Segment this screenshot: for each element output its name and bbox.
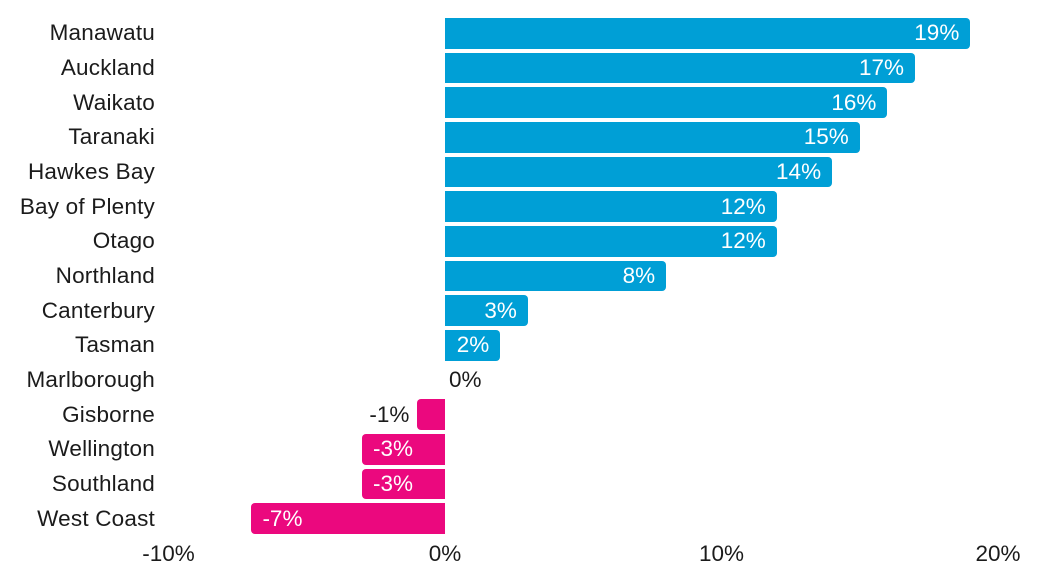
chart-row: Gisborne -1% bbox=[0, 397, 1042, 432]
bar-value-label: 19% bbox=[914, 20, 960, 46]
positive-bar: 8% bbox=[445, 260, 667, 292]
x-axis-tick-label: 0% bbox=[428, 541, 462, 566]
x-axis-tick-label: 20% bbox=[975, 541, 1021, 566]
bar-value-label: 12% bbox=[720, 228, 766, 254]
category-label: Southland bbox=[51, 471, 155, 497]
positive-bar: 2% bbox=[445, 330, 501, 361]
chart-row: Auckland 17% bbox=[0, 51, 1042, 86]
category-label: Manawatu bbox=[49, 20, 155, 46]
bar-value-label: 15% bbox=[803, 124, 849, 150]
chart-row: Canterbury 3% bbox=[0, 293, 1042, 328]
chart-row: Wellington -3% bbox=[0, 432, 1042, 467]
bar-value-label: 0% bbox=[449, 367, 482, 393]
chart-row: Bay of Plenty 12% bbox=[0, 189, 1042, 224]
bar-value-label: 2% bbox=[456, 332, 490, 358]
chart-row: Northland 8% bbox=[0, 259, 1042, 294]
chart-row: Tasman 2% bbox=[0, 328, 1042, 363]
category-label: Waikato bbox=[73, 89, 155, 115]
chart-row: Hawkes Bay 14% bbox=[0, 155, 1042, 190]
category-label: West Coast bbox=[37, 505, 155, 531]
negative-bar: -3% bbox=[362, 434, 445, 465]
category-label: Northland bbox=[55, 263, 155, 289]
x-axis: -10% 0% 10% 20% bbox=[0, 541, 1042, 575]
category-label: Marlborough bbox=[26, 367, 155, 393]
category-label: Otago bbox=[92, 228, 155, 254]
bar-value-label: -1% bbox=[369, 401, 410, 427]
positive-bar: 19% bbox=[445, 18, 971, 49]
category-label: Tasman bbox=[75, 332, 155, 358]
positive-bar: 3% bbox=[445, 295, 528, 326]
positive-bar: 16% bbox=[445, 87, 888, 118]
chart-rows: Manawatu 19% Auckland 17% Waikato 16% Taranaki… bbox=[0, 16, 1042, 536]
positive-bar: 14% bbox=[445, 156, 833, 188]
bar-value-label: 12% bbox=[720, 193, 766, 219]
category-label: Wellington bbox=[48, 436, 155, 462]
chart-row: West Coast -7% bbox=[0, 501, 1042, 536]
negative-bar: -3% bbox=[362, 468, 445, 500]
chart-row: Manawatu 19% bbox=[0, 16, 1042, 51]
chart-row: Otago 12% bbox=[0, 224, 1042, 259]
bar-value-label: 14% bbox=[776, 158, 822, 184]
category-label: Canterbury bbox=[41, 297, 155, 323]
bar-value-label: 16% bbox=[831, 89, 877, 115]
x-axis-tick-label: -10% bbox=[142, 541, 195, 566]
bar-value-label: -3% bbox=[373, 470, 414, 496]
category-label: Gisborne bbox=[62, 401, 155, 427]
category-label: Hawkes Bay bbox=[27, 159, 155, 185]
bar-value-label: -3% bbox=[373, 436, 414, 462]
bar-value-label: 3% bbox=[484, 297, 517, 323]
positive-bar: 17% bbox=[445, 52, 916, 84]
positive-bar: 12% bbox=[445, 191, 777, 222]
negative-bar: -7% bbox=[251, 503, 445, 534]
category-label: Bay of Plenty bbox=[19, 193, 155, 219]
positive-bar: 12% bbox=[445, 226, 777, 257]
bar-value-label: -7% bbox=[262, 505, 303, 531]
chart-row: Waikato 16% bbox=[0, 85, 1042, 120]
negative-bar bbox=[417, 399, 445, 430]
positive-bar: 15% bbox=[445, 122, 860, 153]
chart-row: Taranaki 15% bbox=[0, 120, 1042, 155]
chart-row: Southland -3% bbox=[0, 467, 1042, 502]
bar-value-label: 17% bbox=[859, 54, 905, 80]
category-label: Auckland bbox=[60, 55, 155, 80]
category-label: Taranaki bbox=[68, 124, 155, 150]
chart-row: Marlborough 0% bbox=[0, 363, 1042, 398]
x-axis-tick-label: 10% bbox=[698, 541, 745, 566]
bar-value-label: 8% bbox=[622, 262, 656, 288]
